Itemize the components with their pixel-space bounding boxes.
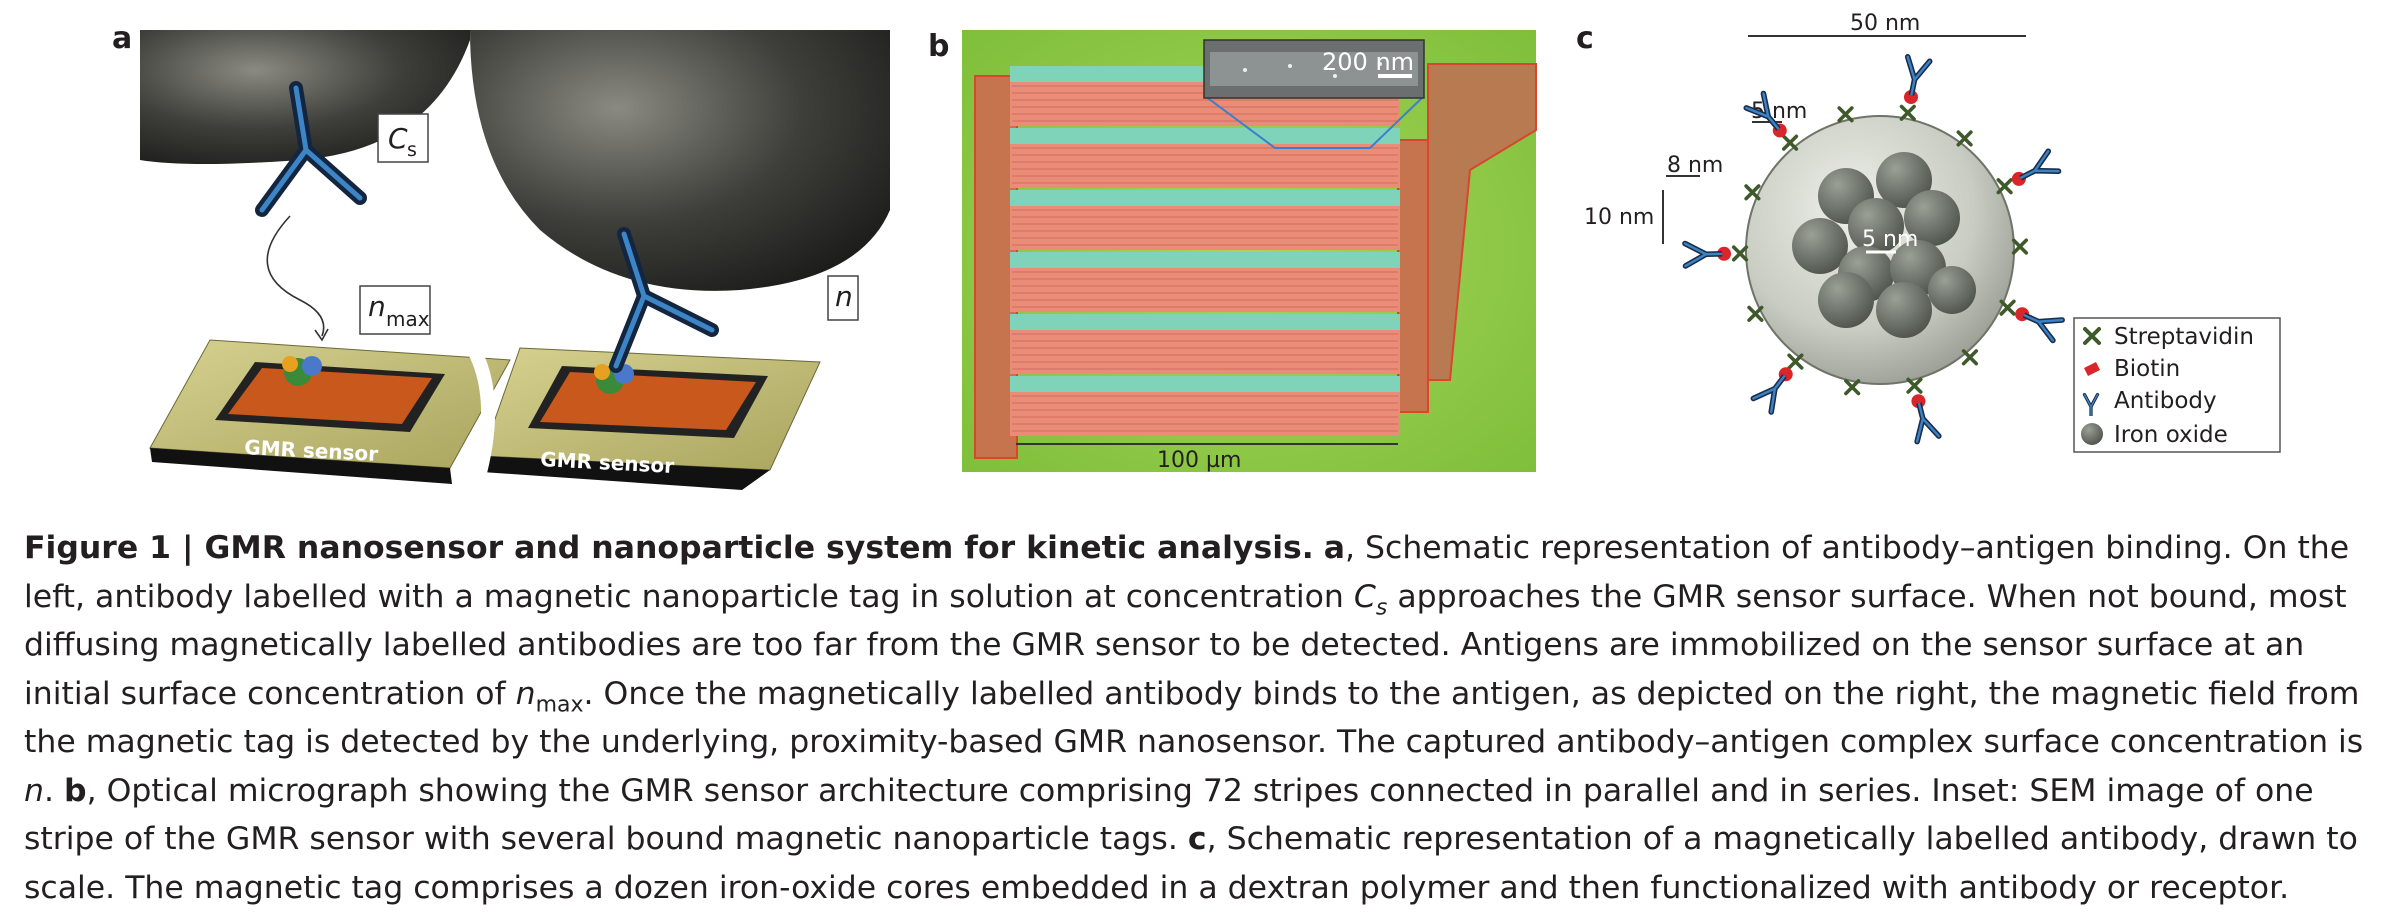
nmax-label-box: n max — [359, 285, 431, 335]
panel-c: c 50 nm 5 nm 8 nm 10 nm 5 nm — [1576, 11, 2281, 453]
scale-50nm-label: 50 nm — [1850, 11, 1920, 36]
biotin-icon — [1717, 246, 1732, 261]
legend-iron-oxide-label: Iron oxide — [2114, 422, 2228, 448]
gmr-stripes — [1010, 66, 1400, 436]
caption-a-text-2: approaches the GMR sensor surface. When … — [24, 578, 2347, 712]
caption-a-letter: a — [1323, 530, 1345, 566]
micrograph-scale-label: 100 µm — [1157, 448, 1241, 473]
caption-b-letter: b — [64, 772, 87, 809]
streptavidin-icon — [1999, 299, 2016, 316]
streptavidin-icon — [1837, 106, 1854, 123]
left-antibody-icon — [255, 81, 367, 217]
scale-10nm-label: 10 nm — [1584, 205, 1654, 230]
figure-caption: Figure 1 | GMR nanosensor and nanopartic… — [24, 524, 2384, 912]
legend-iron-oxide-icon — [2081, 423, 2103, 445]
caption-a-text-1: , Schematic representation of antibody–a… — [24, 530, 2350, 615]
surface-ligands — [1685, 57, 2062, 442]
left-gmr-sensor: GMR sensor — [149, 339, 511, 484]
antibody-icon — [1908, 400, 1939, 441]
stripe-band — [1010, 330, 1400, 374]
streptavidin-icon — [1844, 379, 1861, 396]
streptavidin-icon — [1996, 178, 2013, 195]
nmax-label-sub: max — [386, 307, 430, 331]
caption-b-text: , Optical micrograph showing the GMR sen… — [24, 772, 2314, 858]
right-nanoparticle — [470, 30, 890, 291]
legend-biotin-icon — [2084, 362, 2100, 376]
figure-1: a C s n max — [112, 11, 2281, 490]
cs-label-sub: s — [407, 139, 417, 161]
panel-a: a C s n max — [112, 21, 890, 490]
binding-arrow-icon — [266, 215, 325, 337]
streptavidin-icon — [1747, 305, 1764, 322]
streptavidin-icon — [1787, 353, 1804, 370]
panel-c-legend: Streptavidin Biotin Antibody Iron oxide — [2073, 317, 2281, 453]
cs-label-main: C — [388, 122, 408, 155]
right-antibody-icon — [609, 227, 719, 373]
antibody-icon — [1900, 57, 1929, 98]
streptavidin-icon — [1731, 245, 1749, 262]
nmax-label-main: n — [368, 290, 386, 323]
panel-b-letter: b — [928, 29, 949, 64]
caption-a-text-3: . Once the magnetically labelled antibod… — [24, 675, 2364, 761]
stripe-connector — [1010, 128, 1400, 144]
caption-n: n — [24, 772, 44, 809]
streptavidin-icon — [1906, 377, 1923, 394]
stripe-connector — [1010, 376, 1400, 392]
scale-5nm-core-label: 5 nm — [1862, 227, 1918, 252]
stripe-band — [1010, 392, 1400, 436]
cs-label-box: C s — [377, 113, 429, 163]
panel-a-letter: a — [112, 21, 132, 56]
n-label: n — [835, 280, 853, 313]
stripe-band — [1010, 268, 1400, 312]
stripe-connector — [1010, 314, 1400, 330]
stripe-connector — [1010, 252, 1400, 268]
antibody-icon — [1685, 243, 1722, 266]
stripe-band — [1010, 206, 1400, 250]
caption-nmax-sub: max — [535, 691, 584, 717]
streptavidin-icon — [1956, 130, 1973, 147]
scale-8nm-label: 8 nm — [1667, 153, 1723, 178]
caption-c-text: , Schematic representation of a magnetic… — [24, 821, 2358, 906]
iron-oxide-cores — [1792, 152, 1976, 338]
sem-inset: 200 nm — [1203, 39, 1425, 149]
panel-c-letter: c — [1576, 21, 1594, 56]
streptavidin-icon — [1961, 349, 1979, 366]
caption-cs-sub: s — [1375, 594, 1388, 620]
panel-b: b 100 µm 200 nm — [928, 29, 1537, 473]
streptavidin-icon — [1781, 134, 1799, 151]
left-antigen-icon — [282, 356, 322, 386]
caption-cs-main: C — [1353, 578, 1376, 615]
legend-antibody-label: Antibody — [2114, 388, 2217, 414]
caption-figure-label: Figure 1 | GMR nanosensor and nanopartic… — [24, 530, 1314, 566]
streptavidin-icon — [1744, 184, 1761, 201]
optical-micrograph: 100 µm 200 nm — [962, 30, 1537, 473]
right-gmr-sensor: GMR sensor — [481, 347, 821, 490]
legend-biotin-label: Biotin — [2114, 356, 2180, 382]
caption-a-text-4: . — [43, 772, 64, 809]
stripe-band — [1010, 144, 1400, 188]
streptavidin-icon — [1899, 104, 1916, 121]
legend-streptavidin-label: Streptavidin — [2114, 324, 2254, 350]
caption-nmax-main: n — [515, 675, 536, 712]
n-label-box: n — [827, 275, 859, 321]
inset-scale-label: 200 nm — [1322, 48, 1414, 76]
stripe-connector — [1010, 190, 1400, 206]
caption-c-letter: c — [1187, 821, 1207, 857]
streptavidin-icon — [2011, 238, 2029, 255]
